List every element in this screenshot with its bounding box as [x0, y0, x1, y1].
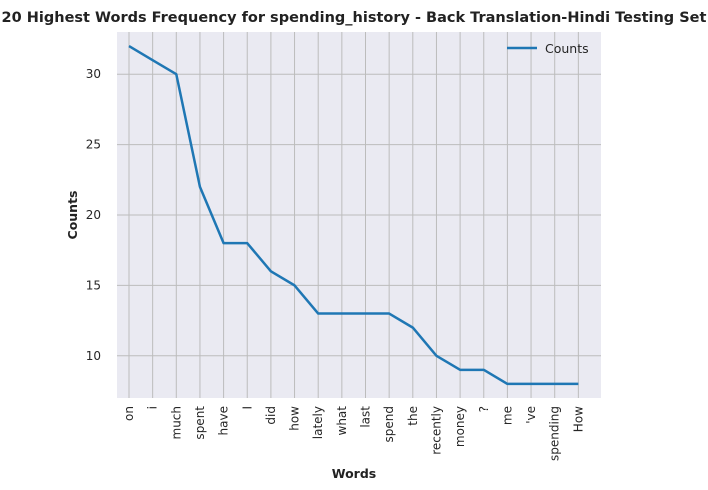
- grid-lines: [117, 32, 601, 398]
- x-tick-label: spend: [382, 406, 396, 442]
- x-tick-label: recently: [429, 406, 443, 455]
- x-tick-label: me: [500, 406, 514, 425]
- y-tick-label: 25: [86, 138, 101, 152]
- y-tick-labels: 10 15 20 25 30: [86, 67, 101, 363]
- y-tick-label: 15: [86, 278, 101, 292]
- x-tick-label: i: [146, 406, 160, 409]
- x-tick-label: did: [264, 406, 278, 425]
- y-tick-label: 20: [86, 208, 101, 222]
- legend-label: Counts: [545, 41, 589, 56]
- x-tick-label: much: [169, 406, 183, 440]
- x-tick-label: ?: [477, 406, 491, 412]
- x-tick-label: How: [571, 406, 585, 432]
- x-tick-label: on: [122, 406, 136, 421]
- x-tick-label: spent: [193, 406, 207, 440]
- y-tick-label: 30: [86, 67, 101, 81]
- y-axis-label: Counts: [65, 191, 80, 240]
- x-tick-label: money: [453, 406, 467, 447]
- x-tick-label: I: [240, 406, 254, 410]
- x-axis-label: Words: [332, 466, 376, 481]
- x-tick-label: 've: [524, 406, 538, 424]
- legend: Counts: [507, 41, 589, 56]
- x-tick-label: have: [217, 406, 231, 435]
- x-tick-label: how: [288, 406, 302, 431]
- x-tick-label: spending: [548, 406, 562, 461]
- x-tick-label: what: [335, 406, 349, 436]
- chart-title: 20 Highest Words Frequency for spending_…: [2, 10, 707, 26]
- series-lines: [128, 45, 579, 386]
- x-tick-label: lately: [311, 406, 325, 439]
- y-tick-label: 10: [86, 349, 101, 363]
- series-line-counts: [128, 45, 579, 386]
- x-tick-label: last: [359, 406, 373, 428]
- x-tick-label: the: [406, 406, 420, 426]
